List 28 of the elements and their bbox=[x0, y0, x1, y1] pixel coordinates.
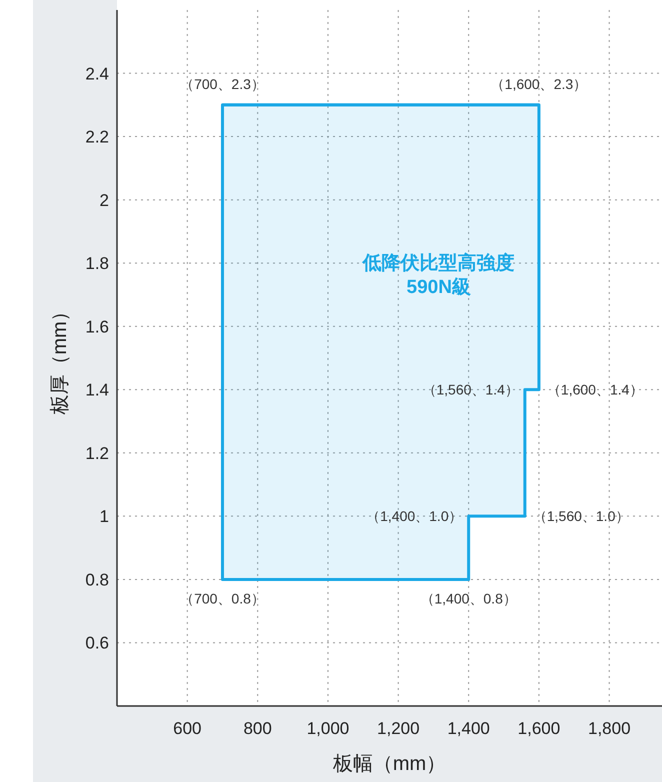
y-tick-label: 1.8 bbox=[85, 254, 109, 274]
x-axis-title: 板幅（mm） bbox=[332, 753, 446, 775]
x-tick-label: 1,400 bbox=[447, 719, 490, 738]
x-tick-label: 1,200 bbox=[377, 719, 420, 738]
annotation: （1,560、1.4） bbox=[422, 382, 519, 398]
y-tick-label: 1 bbox=[100, 507, 109, 526]
y-tick-label: 0.6 bbox=[85, 634, 109, 653]
y-axis-title: 板厚（mm） bbox=[49, 301, 71, 416]
text: 低降伏比型高強度 590N級 bbox=[362, 252, 515, 298]
annotation: （1,600、2.3） bbox=[490, 76, 588, 92]
x-tick-label: 1,000 bbox=[306, 719, 350, 738]
annotation: （1,400、0.8） bbox=[420, 590, 517, 606]
y-tick-label: 2 bbox=[100, 190, 109, 210]
x-tick-label: 800 bbox=[243, 719, 272, 738]
y-tick-label: 1.6 bbox=[85, 317, 109, 336]
y-tick-label: 2.4 bbox=[85, 64, 109, 84]
x-tick-label: 1,800 bbox=[588, 719, 631, 738]
y-tick-label: 1.2 bbox=[85, 444, 109, 463]
annotation: （700、0.8） bbox=[180, 590, 265, 606]
annotation: （1,600、1.4） bbox=[546, 382, 644, 398]
y-tick-label: 1.4 bbox=[85, 380, 109, 400]
y-tick-label: 0.8 bbox=[85, 570, 109, 590]
annotation: （1,560、1.0） bbox=[532, 508, 630, 524]
x-tick-label: 1,600 bbox=[518, 719, 560, 738]
annotation: （700、2.3） bbox=[180, 76, 265, 92]
x-tick-label: 600 bbox=[173, 719, 202, 738]
y-tick-label: 2.2 bbox=[85, 128, 109, 147]
annotation: （1,400、1.0） bbox=[366, 508, 463, 524]
